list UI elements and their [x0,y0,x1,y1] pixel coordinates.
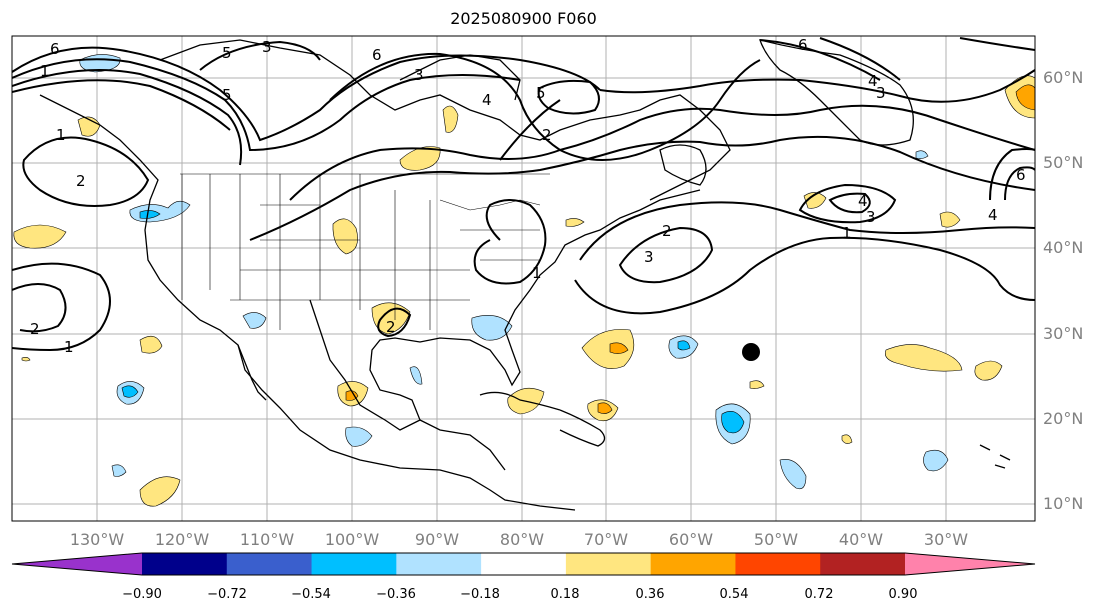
contour-label: 4 [868,72,878,90]
contour-label: 1 [64,338,74,356]
state-borders [180,173,550,330]
contour-label-group: 6 5 3 6 3 4 5 2 1 2 5 6 4 3 4 3 1 2 3 2 … [30,36,1026,356]
lon-label-40w: 40°W [838,530,884,549]
contour-label: 2 [76,172,86,190]
contour-label: 4 [482,91,492,109]
colorbar-tick: 0.36 [635,587,665,602]
colorbar-tick: −0.18 [460,587,500,602]
contour-label: 3 [414,66,424,84]
lon-label-130w: 130°W [69,530,125,549]
colorbar-tick: −0.90 [122,587,162,602]
contour-label: 2 [386,318,396,336]
contour-label: 5 [222,86,232,104]
lon-label-60w: 60°W [668,530,714,549]
lon-label-100w: 100°W [324,530,380,549]
contour-lines [12,37,1035,352]
contour-label: 5 [222,44,232,62]
colorbar-tick: 0.54 [719,587,749,602]
colorbar-segment [226,553,313,575]
contour-label: 6 [798,36,808,54]
contour-label: 3 [644,248,654,266]
lat-label-20n: 20°N [1043,409,1084,428]
colorbar-segment [396,553,482,575]
contour-label: 6 [372,46,382,64]
contour-label: 4 [988,206,998,224]
contour-label: 1 [842,224,852,242]
lat-label-60n: 60°N [1043,68,1084,87]
colorbar-tick: 0.18 [550,587,580,602]
map-title: 2025080900 F060 [450,9,597,28]
colorbar-extend-min [12,553,142,575]
lat-label-50n: 50°N [1043,153,1084,172]
colorbar-segment [565,553,652,575]
lon-label-120w: 120°W [154,530,210,549]
contour-label: 5 [536,84,546,102]
map-frame [11,35,1036,522]
colorbar-segment [735,553,821,575]
colorbar-tick: −0.36 [376,587,416,602]
colorbar-segment [311,553,397,575]
colorbar-tick: 0.90 [888,587,918,602]
colorbar-outline [11,552,1036,576]
colorbar-tick: −0.54 [291,587,331,602]
lon-label-70w: 70°W [583,530,629,549]
contour-label: 6 [1016,166,1026,184]
storm-position-dot [742,343,760,361]
colorbar-tick: −0.72 [207,587,247,602]
contour-label: 4 [858,192,868,210]
colorbar-tick: 0.72 [804,587,834,602]
lon-label-110w: 110°W [239,530,295,549]
contour-label: 6 [50,40,60,58]
colorbar-extend-max [905,553,1035,575]
lon-label-30w: 30°W [923,530,969,549]
contour-label: 1 [532,264,542,282]
colorbar-segment [820,553,906,575]
colorbar-segment [142,553,228,575]
contour-label: 2 [542,126,552,144]
contour-label: 1 [40,62,50,80]
lon-label-80w: 80°W [499,530,545,549]
contour-label: 3 [876,84,886,102]
lat-label-40n: 40°N [1043,238,1084,257]
contour-label: 2 [30,320,40,338]
lat-label-10n: 10°N [1043,494,1084,513]
contour-label: 3 [262,38,272,56]
contour-label: 3 [866,208,876,226]
contour-label: 1 [56,126,66,144]
colorbar [11,552,1036,576]
colorbar-segment [481,553,567,575]
lon-label-50w: 50°W [753,530,799,549]
colorbar-segment [650,553,736,575]
anomaly-patches [13,54,1035,507]
lat-label-30n: 30°N [1043,324,1084,343]
contour-label: 2 [662,222,672,240]
lon-label-90w: 90°W [414,530,460,549]
